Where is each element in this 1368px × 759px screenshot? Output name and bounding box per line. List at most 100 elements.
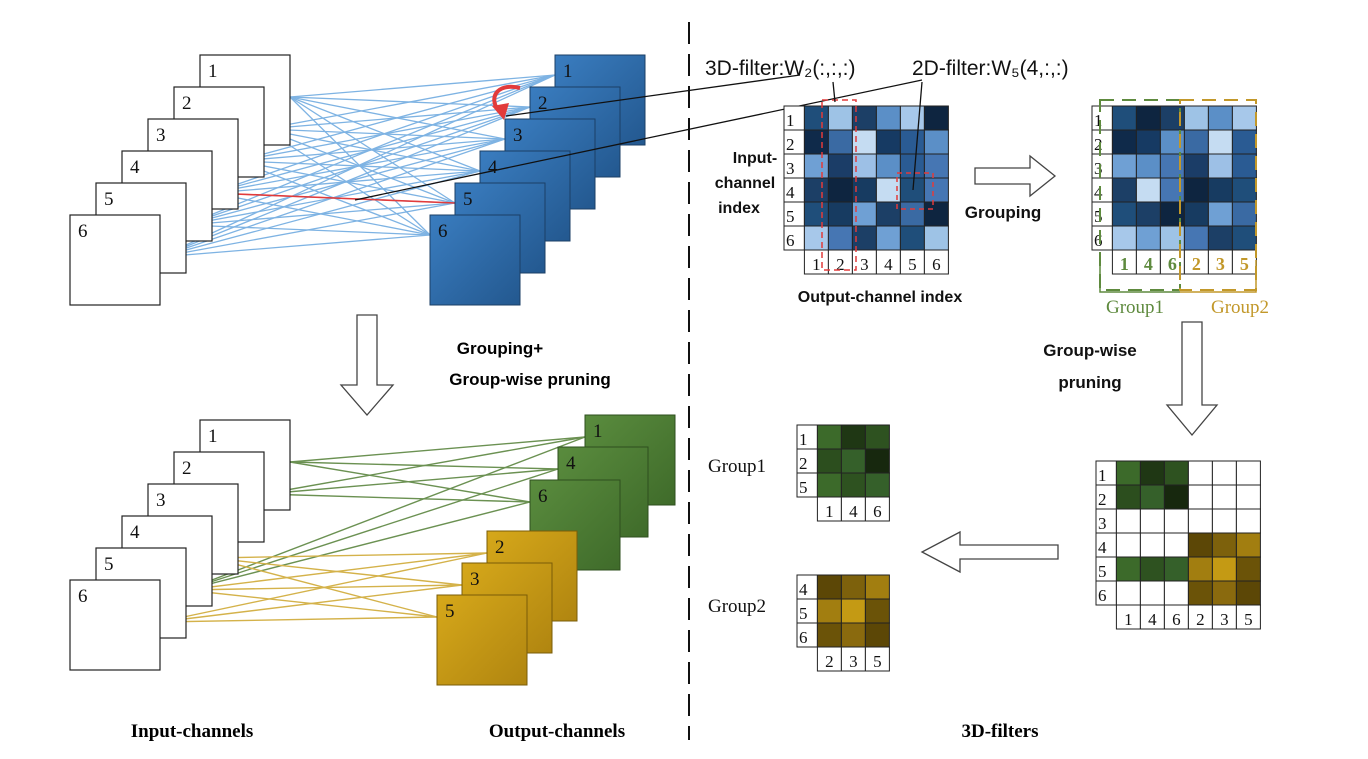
input-channel-index-label-1: Input- — [733, 150, 777, 167]
matrix-cell — [827, 153, 853, 179]
matrix-cell — [1183, 177, 1209, 203]
matrix-col-label: 5 — [1240, 254, 1249, 274]
matrix-col-label: 3 — [1220, 610, 1229, 629]
matrix-col-label: 3 — [849, 652, 858, 671]
matrix-row-label: 1 — [786, 111, 795, 130]
matrix-cell — [1163, 556, 1189, 582]
matrix-col-label: 1 — [825, 502, 834, 521]
matrix-cell — [899, 105, 925, 131]
matrix-cell — [923, 105, 949, 131]
matrix-col-label-cell — [864, 646, 890, 672]
matrix-cell — [1135, 129, 1161, 155]
filter-2d-label: 2D-filter:W₅(4,:,:) — [912, 57, 1069, 80]
matrix-col-label-cell — [816, 646, 842, 672]
matrix-col-label-cell — [1163, 604, 1189, 630]
matrix-cell — [1187, 484, 1213, 510]
matrix-cell — [1163, 508, 1189, 534]
input-channel-label: 5 — [104, 554, 114, 575]
matrix-cell — [864, 574, 890, 600]
matrix-cell — [1207, 129, 1233, 155]
group1-dashed-box — [1099, 99, 1181, 291]
matrix-cell — [1115, 580, 1141, 606]
group1-connection-line — [185, 468, 559, 591]
group1-connection-line — [185, 436, 586, 591]
matrix-cell — [1207, 153, 1233, 179]
matrix-cell — [1135, 201, 1161, 227]
matrix-cell — [864, 424, 890, 450]
output-channel-label: 3 — [470, 569, 480, 590]
matrix-cell — [1211, 532, 1237, 558]
matrix-cell — [1187, 460, 1213, 486]
matrix-cell — [864, 472, 890, 498]
connection-line — [159, 202, 456, 258]
matrix-row-label: 4 — [1098, 538, 1107, 557]
down-arrow-right — [1165, 321, 1219, 437]
matrix-cell — [864, 598, 890, 624]
matrix-col-label: 3 — [860, 255, 869, 274]
matrix-row-label: 6 — [799, 628, 808, 647]
matrix-cell — [1135, 177, 1161, 203]
group1-label: Group1 — [708, 456, 766, 477]
matrix-cell — [827, 201, 853, 227]
group2-connection-line — [211, 557, 463, 586]
matrix-cell — [1183, 201, 1209, 227]
matrix-row-label: 5 — [1098, 562, 1107, 581]
matrix-cell — [827, 105, 853, 131]
matrix-cell — [875, 225, 901, 251]
matrix-cell — [899, 153, 925, 179]
output-channel-square — [436, 594, 528, 686]
input-channel-label: 1 — [208, 61, 218, 82]
matrix-cell — [864, 622, 890, 648]
matrix-row-label: 4 — [786, 183, 795, 202]
matrix-cell — [1163, 460, 1189, 486]
input-channel-label: 6 — [78, 221, 88, 242]
matrix-cell — [1235, 532, 1261, 558]
matrix-cell — [840, 448, 866, 474]
group1-connection-line — [289, 461, 559, 470]
matrix-cell — [1111, 225, 1137, 251]
input-channel-label: 1 — [208, 426, 218, 447]
output-channel-label: 5 — [445, 601, 455, 622]
matrix-cell — [1187, 580, 1213, 606]
matrix-col-label: 5 — [873, 652, 882, 671]
matrix-cell — [899, 129, 925, 155]
matrix-cell — [1163, 580, 1189, 606]
matrix-row-label: 1 — [1098, 466, 1107, 485]
matrix-col-label: 4 — [1144, 254, 1153, 274]
matrix-row-label: 2 — [799, 454, 808, 473]
matrix-col-label: 2 — [836, 255, 845, 274]
group1-connection-line — [289, 461, 531, 503]
matrix-cell — [840, 598, 866, 624]
matrix-cell — [1235, 508, 1261, 534]
group-wise-label-2: pruning — [1058, 373, 1121, 392]
grouping-label: Grouping — [965, 203, 1041, 222]
input-channel-square — [69, 579, 161, 671]
output-channel-label: 4 — [488, 157, 498, 178]
matrix-cell — [1231, 201, 1257, 227]
matrix-cell — [851, 201, 877, 227]
input-channel-label: 4 — [130, 157, 140, 178]
matrix-row-label: 4 — [1094, 183, 1103, 202]
matrix-cell — [1135, 105, 1161, 131]
matrix-cell — [1187, 556, 1213, 582]
matrix-cell — [1211, 556, 1237, 582]
pointer-line-3d — [505, 74, 801, 117]
matrix-col-label-cell — [1231, 249, 1257, 275]
grouping-caption-line1: Grouping+ — [457, 339, 543, 358]
matrix-col-label-cell — [923, 249, 949, 275]
group2-bracket — [1180, 260, 1257, 293]
group2-label: Group2 — [708, 596, 766, 617]
input-channel-label: 3 — [156, 125, 166, 146]
output-channels-label: Output-channels — [489, 721, 625, 742]
matrix-cell — [923, 177, 949, 203]
matrix-col-label: 6 — [1172, 610, 1181, 629]
matrix-col-label: 5 — [1244, 610, 1253, 629]
matrix-cell — [1111, 129, 1137, 155]
input-channel-label: 3 — [156, 490, 166, 511]
matrix-cell — [1187, 508, 1213, 534]
group1-connection-line — [289, 436, 586, 463]
matrix-cell — [1211, 508, 1237, 534]
matrix-row-label: 3 — [1094, 159, 1103, 178]
